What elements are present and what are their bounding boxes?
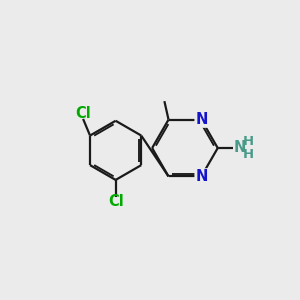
Text: Cl: Cl: [108, 194, 124, 209]
Text: N: N: [195, 169, 208, 184]
Text: N: N: [195, 112, 208, 127]
Text: N: N: [234, 140, 246, 155]
Text: Cl: Cl: [75, 106, 91, 121]
Text: H: H: [243, 135, 254, 148]
Text: H: H: [243, 148, 254, 161]
